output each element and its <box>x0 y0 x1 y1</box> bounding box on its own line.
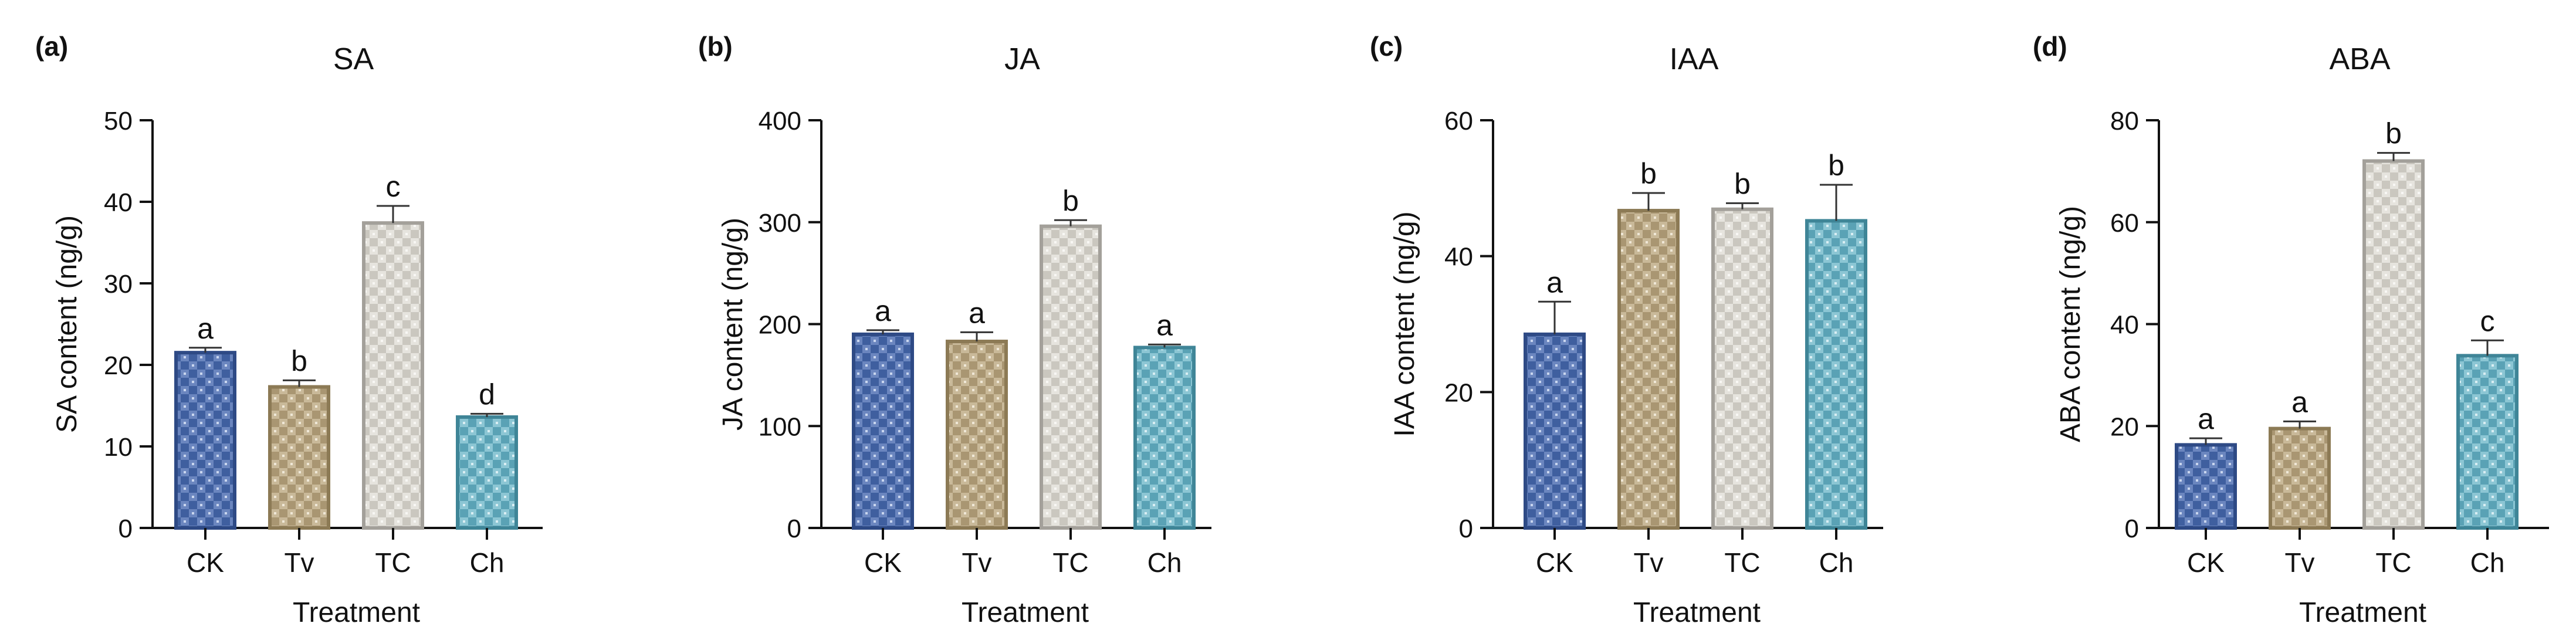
x-tick-label: Tv <box>284 547 314 578</box>
y-tick-label: 100 <box>759 412 801 441</box>
y-tick-label: 0 <box>2125 514 2139 543</box>
x-axis-label: Treatment <box>293 597 420 628</box>
bar-tc <box>2362 159 2425 530</box>
y-tick-label: 30 <box>104 270 133 299</box>
panel-label: (c) <box>1370 31 1403 62</box>
x-tick-label: TC <box>1052 547 1088 578</box>
significance-letter: b <box>291 344 307 377</box>
chart-title: SA <box>333 42 374 76</box>
x-tick-label: Ch <box>1147 547 1182 578</box>
bar-ck <box>1524 332 1586 530</box>
chart-title: IAA <box>1670 42 1719 76</box>
bar-tv <box>268 385 330 530</box>
significance-letter: a <box>2291 385 2308 418</box>
significance-letter: a <box>1156 309 1173 341</box>
panel-label: (a) <box>35 31 68 62</box>
significance-letter: b <box>2385 117 2402 150</box>
y-tick-label: 300 <box>759 209 801 238</box>
x-tick-label: CK <box>864 547 902 578</box>
significance-letter: b <box>1828 149 1844 182</box>
y-tick-label: 0 <box>119 514 133 543</box>
y-axis-label: JA content (ng/g) <box>717 218 749 431</box>
y-tick-label: 0 <box>787 514 801 543</box>
y-tick-label: 60 <box>1444 107 1473 136</box>
chart-panel-iaa: (c) IAA 0 20 40 60 IAA content (ng/g) a CK b Tv b TC… <box>1370 31 1883 628</box>
x-axis-label: Treatment <box>1633 597 1761 628</box>
y-tick-label: 50 <box>104 107 133 136</box>
significance-letter: b <box>1062 184 1079 217</box>
chart-panel-aba: (d) ABA 0 20 40 60 80 ABA content (ng/g) a CK a Tv b… <box>2033 31 2549 628</box>
bar-tc <box>362 221 424 530</box>
y-axis-label: IAA content (ng/g) <box>1389 211 1420 436</box>
x-tick-label: Ch <box>1819 547 1854 578</box>
significance-letter: d <box>479 378 495 411</box>
bar-tv <box>946 340 1008 530</box>
y-tick-label: 20 <box>104 351 133 380</box>
bar-tv <box>2269 426 2331 530</box>
y-tick-label: 20 <box>1444 378 1473 407</box>
y-tick-label: 40 <box>1444 243 1473 272</box>
x-tick-label: CK <box>187 547 224 578</box>
y-tick-label: 40 <box>104 188 133 217</box>
bar-tc <box>1040 224 1102 530</box>
x-tick-label: TC <box>375 547 411 578</box>
y-tick-label: 20 <box>2110 412 2139 441</box>
x-tick-label: Tv <box>962 547 991 578</box>
panel-label: (b) <box>698 31 733 62</box>
bar-ck <box>174 351 236 530</box>
chart-title: JA <box>1004 42 1040 76</box>
bar-ch <box>456 415 518 530</box>
y-tick-label: 60 <box>2110 209 2139 238</box>
bar-ck <box>2175 443 2237 530</box>
significance-letter: c <box>386 170 401 203</box>
bar-ch <box>2456 354 2519 530</box>
x-tick-label: CK <box>2187 547 2225 578</box>
bar-ch <box>1133 346 1196 530</box>
y-tick-label: 10 <box>104 433 133 462</box>
y-tick-label: 400 <box>759 107 801 136</box>
bar-ch <box>1805 219 1867 530</box>
panel-label: (d) <box>2033 31 2067 62</box>
significance-letter: b <box>1734 167 1751 200</box>
y-tick-label: 200 <box>759 311 801 340</box>
x-axis-label: Treatment <box>2299 597 2426 628</box>
chart-panel-sa: (a) SA 0 10 20 30 40 50 SA content (ng/g) a CK b Tv c… <box>35 31 543 628</box>
bar-tv <box>1617 209 1680 530</box>
significance-letter: a <box>2198 402 2214 435</box>
x-tick-label: TC <box>1724 547 1760 578</box>
bar-ck <box>852 332 914 530</box>
significance-letter: a <box>969 296 985 329</box>
chart-title: ABA <box>2329 42 2390 76</box>
chart-panel-ja: (b) JA 0 100 200 300 400 JA content (ng/g) a CK a T… <box>698 31 1211 628</box>
x-tick-label: TC <box>2375 547 2411 578</box>
bar-tc <box>1711 207 1773 530</box>
significance-letter: a <box>197 312 214 345</box>
x-tick-label: Tv <box>1633 547 1663 578</box>
y-tick-label: 0 <box>1459 514 1473 543</box>
y-tick-label: 80 <box>2110 107 2139 136</box>
x-tick-label: Ch <box>470 547 505 578</box>
x-tick-label: Ch <box>2470 547 2505 578</box>
significance-letter: b <box>1640 157 1657 190</box>
x-axis-label: Treatment <box>962 597 1089 628</box>
y-axis-label: SA content (ng/g) <box>52 215 83 433</box>
significance-letter: c <box>2480 304 2495 337</box>
x-tick-label: Tv <box>2284 547 2314 578</box>
x-tick-label: CK <box>1536 547 1573 578</box>
significance-letter: a <box>875 294 891 327</box>
y-axis-label: ABA content (ng/g) <box>2055 206 2086 442</box>
significance-letter: a <box>1546 266 1563 299</box>
y-tick-label: 40 <box>2110 311 2139 340</box>
